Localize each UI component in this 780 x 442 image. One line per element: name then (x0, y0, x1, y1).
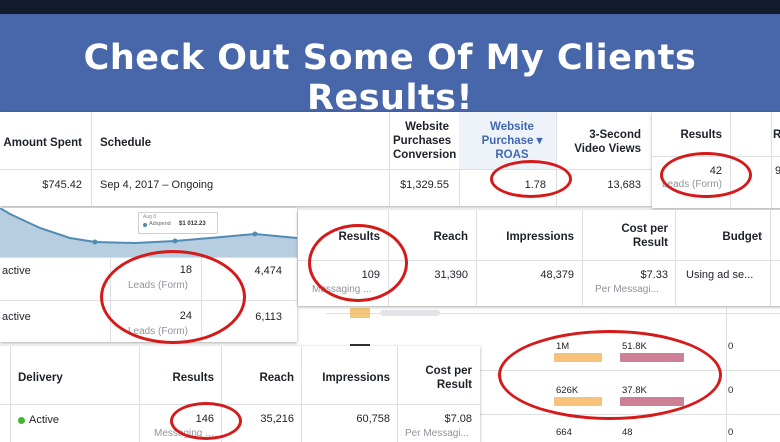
chart-tooltip: Aug 8 Adspend $1 012.23 (138, 212, 218, 234)
cell-cost-per-result: $7.08 (444, 413, 472, 425)
cell-cost-per-result-type: Per Messagi... (595, 284, 659, 295)
highlight-ring-leads-18-24 (100, 250, 246, 344)
highlight-ring-results-146 (170, 402, 242, 440)
cell-delivery-label: Active (29, 414, 59, 426)
thumbnail-1 (350, 308, 370, 318)
ads-table-delivery: Delivery Results Reach Impressions Cost … (0, 346, 480, 442)
tooltip-dot (143, 223, 147, 227)
header-3-second-video-views[interactable]: 3-Second Video Views (574, 129, 641, 155)
highlight-ring-results-109 (308, 224, 408, 302)
header-budget[interactable]: Budget (722, 231, 762, 243)
header-cost-per-result[interactable]: Cost per Result (425, 365, 472, 391)
bar-row-3-value-b: 48 (622, 427, 633, 438)
top-strip (0, 0, 780, 14)
cell-conversion: $1,329.55 (400, 179, 449, 191)
cell-reach: 35,216 (260, 413, 294, 425)
row-2-status: active (2, 311, 31, 323)
cell-video-views: 13,683 (607, 179, 641, 191)
cell-cost-per-result: $7.33 (640, 269, 668, 281)
header-impressions[interactable]: Impressions (506, 231, 574, 243)
header-reach-cut[interactable]: R (773, 129, 780, 141)
cell-reach-cut: 9 (775, 165, 780, 177)
active-status-dot (18, 416, 25, 424)
header-delivery[interactable]: Delivery (18, 372, 63, 384)
tooltip-date: Aug 8 (143, 214, 157, 220)
bar-row-1-value-c: 0 (728, 341, 734, 352)
row-2-reach: 6,113 (255, 311, 282, 323)
cell-reach: 31,390 (434, 269, 468, 281)
row-1-reach: 4,474 (254, 265, 282, 277)
highlight-ring-results-42 (660, 152, 752, 198)
bar-row-3-value-c: 0 (728, 427, 734, 438)
banner-title: Check Out Some Of My Clients Results! (83, 38, 697, 118)
highlight-ring-roas (490, 160, 572, 198)
cell-cost-per-result-type: Per Messagi... (405, 428, 469, 439)
header-impressions[interactable]: Impressions (322, 372, 390, 384)
header-reach[interactable]: Reach (433, 231, 468, 243)
cell-schedule: Sep 4, 2017 – Ongoing (100, 179, 214, 191)
bar-row-3-value-a: 664 (556, 427, 572, 438)
banner (0, 0, 780, 112)
highlight-ring-bars (498, 330, 722, 420)
header-website-purchase-roas[interactable]: Website Purchase ▾ ROAS (481, 121, 543, 161)
cell-budget: Using ad se... (686, 269, 754, 281)
blurred-name-1 (380, 310, 440, 316)
cell-delivery-status: Active (18, 413, 128, 427)
header-results[interactable]: Results (172, 372, 214, 384)
row-1-status: active (2, 265, 31, 277)
header-amount-spent[interactable]: Amount Spent (3, 137, 82, 149)
header-reach[interactable]: Reach (259, 372, 294, 384)
cell-amount-spent: $745.42 (42, 179, 82, 191)
tooltip-value: $1 012.23 (179, 221, 206, 227)
cell-impressions: 48,379 (540, 269, 574, 281)
header-cost-per-result[interactable]: Cost per Result (621, 223, 668, 249)
tooltip-label: Adspend (149, 221, 171, 227)
ads-table-amount-spent: Amount Spent Schedule Website Purchases … (0, 112, 652, 206)
header-website-purchases-conversion[interactable]: Website Purchases Conversion (393, 121, 457, 161)
header-schedule[interactable]: Schedule (100, 137, 152, 149)
cell-impressions: 60,758 (356, 413, 390, 425)
adspend-area-chart (0, 208, 297, 258)
bar-row-2-value-c: 0 (728, 385, 734, 396)
header-results[interactable]: Results (680, 129, 722, 141)
